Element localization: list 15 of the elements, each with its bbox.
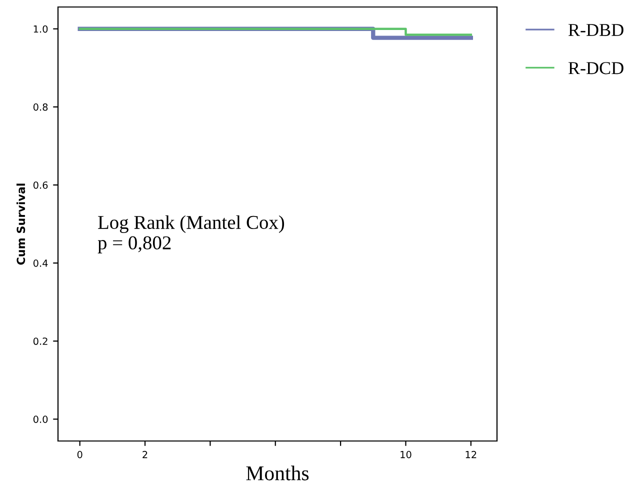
x-axis-title: Months <box>246 466 309 480</box>
y-tick-label: 0.4 <box>33 260 48 267</box>
x-tick-label: 2 <box>142 450 148 458</box>
y-axis-title: Cum Survival <box>16 184 26 265</box>
x-tick-label: 12 <box>466 450 476 458</box>
x-tick-label: 10 <box>400 450 412 458</box>
legend-label: R-DBD <box>568 24 624 36</box>
legend-label: R-DCD <box>568 62 624 74</box>
x-tick-label: 0 <box>77 450 82 458</box>
y-tick-label: 0.6 <box>33 181 48 189</box>
y-tick-label: 0.0 <box>33 416 48 423</box>
annotation: Log Rank (Mantel Cox) p = 0,802 <box>98 215 284 254</box>
y-tick-label: 0.2 <box>33 338 48 345</box>
y-tick-label: 1.0 <box>34 25 48 33</box>
y-tick-label: 0.8 <box>33 103 48 111</box>
